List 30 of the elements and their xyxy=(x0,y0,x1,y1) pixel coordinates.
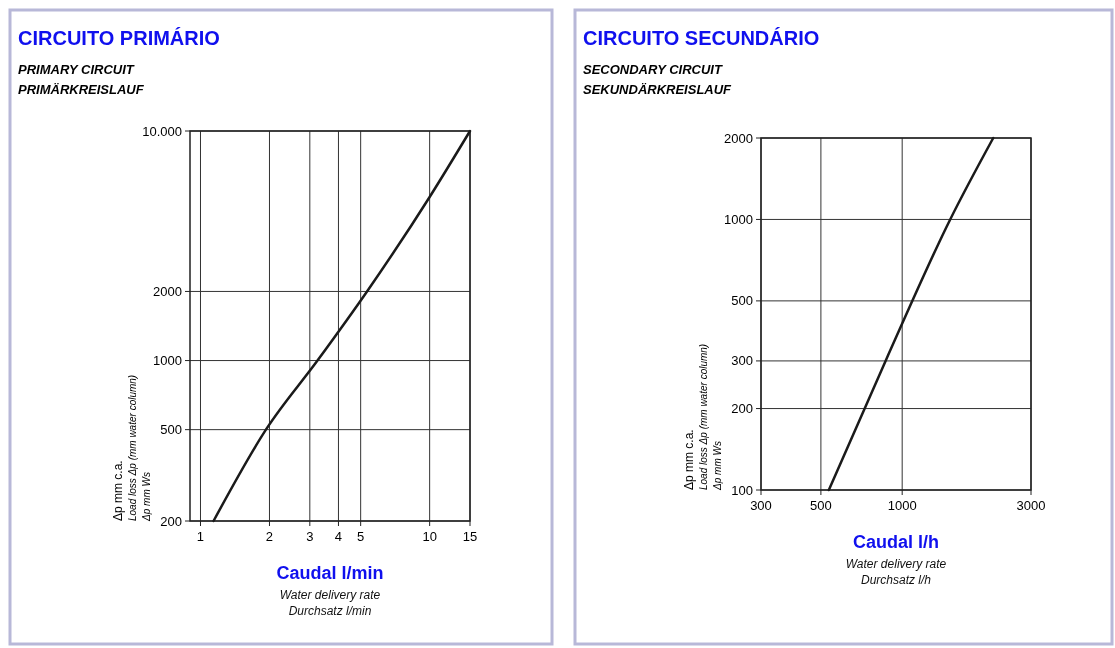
x-tick-label: 10 xyxy=(422,529,437,544)
x-tick-label: 300 xyxy=(750,498,772,513)
x-tick-label: 5 xyxy=(357,529,365,544)
x-tick-label: 3 xyxy=(306,529,314,544)
x-tick-label: 3000 xyxy=(1016,498,1046,513)
x-axis-title: Caudal l/h Water delivery rate Durchsatz l/h xyxy=(845,532,947,587)
y-axis-title: Δp mm c.a. Load loss Δp (mm water column) Δp mm Ws xyxy=(111,374,152,522)
y-axis-title: Δp mm c.a. Load loss Δp (mm water column) Δp mm Ws xyxy=(682,343,723,491)
x-tick-label: 1000 xyxy=(887,498,917,513)
y-tick-label: 200 xyxy=(160,513,182,529)
y-tick-label: 2000 xyxy=(724,130,753,146)
y-tick-label: 200 xyxy=(731,401,753,417)
x-tick-label: 500 xyxy=(810,498,832,513)
text: PRIMARY CIRCUIT PRIMÄRKREISLAUF xyxy=(18,62,145,97)
y-tick-label: 10.000 xyxy=(142,123,182,139)
x-tick-label: 2 xyxy=(265,529,274,544)
y-tick-label: 300 xyxy=(731,353,753,369)
chart-title: CIRCUITO PRIMÁRIO xyxy=(18,27,220,49)
chart-title: CIRCUITO SECUNDÁRIO xyxy=(583,27,820,49)
y-tick-label: 2000 xyxy=(153,284,182,299)
chart-subtitle: SECONDARY CIRCUIT SEKUNDÄRKREISLAUF xyxy=(583,62,733,97)
y-tick-label: 500 xyxy=(731,293,753,309)
y-tick-label: 1000 xyxy=(153,353,182,369)
x-tick-label: 1 xyxy=(196,529,205,544)
y-tick-label: 500 xyxy=(160,422,182,438)
x-tick-label: 15 xyxy=(462,529,478,544)
y-tick-label: 100 xyxy=(731,482,753,498)
y-tick-label: 1000 xyxy=(724,212,753,227)
x-tick-label: 4 xyxy=(334,529,343,544)
x-axis-title: Caudal l/min Water delivery rate Durchsatz l/min xyxy=(276,563,384,618)
